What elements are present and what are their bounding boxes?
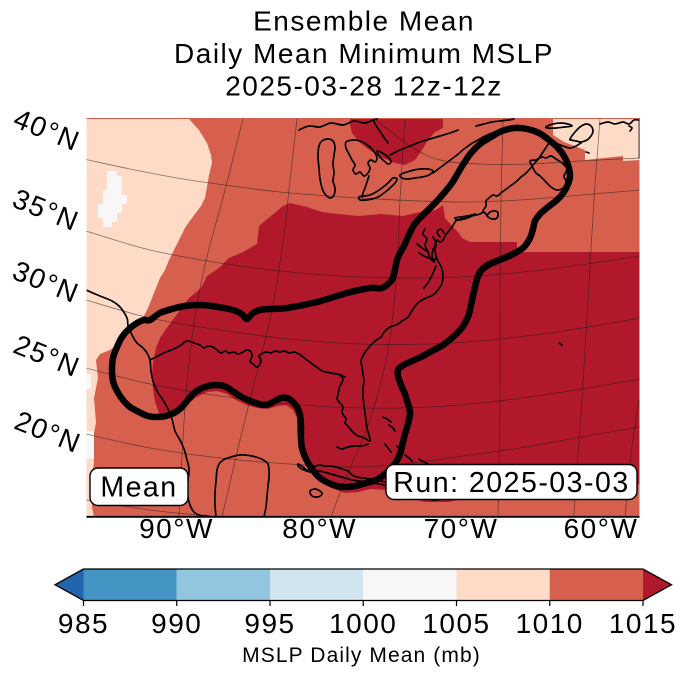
svg-text:990: 990 <box>151 608 202 639</box>
svg-text:60°W: 60°W <box>564 513 639 544</box>
svg-text:985: 985 <box>58 608 109 639</box>
svg-text:MSLP Daily Mean (mb): MSLP Daily Mean (mb) <box>242 644 481 667</box>
svg-text:Ensemble Mean: Ensemble Mean <box>253 6 475 37</box>
svg-text:90°W: 90°W <box>139 513 214 544</box>
svg-text:Run: 2025-03-03: Run: 2025-03-03 <box>393 467 629 499</box>
svg-text:80°W: 80°W <box>282 513 357 544</box>
svg-text:995: 995 <box>244 608 295 639</box>
svg-text:1015: 1015 <box>609 608 677 639</box>
svg-text:Mean: Mean <box>100 472 177 504</box>
svg-text:1005: 1005 <box>422 608 490 639</box>
svg-text:1000: 1000 <box>329 608 397 639</box>
svg-text:1010: 1010 <box>516 608 584 639</box>
svg-text:Daily Mean Minimum MSLP: Daily Mean Minimum MSLP <box>174 38 554 69</box>
svg-text:70°W: 70°W <box>424 513 499 544</box>
svg-text:2025-03-28 12z-12z: 2025-03-28 12z-12z <box>225 71 503 102</box>
